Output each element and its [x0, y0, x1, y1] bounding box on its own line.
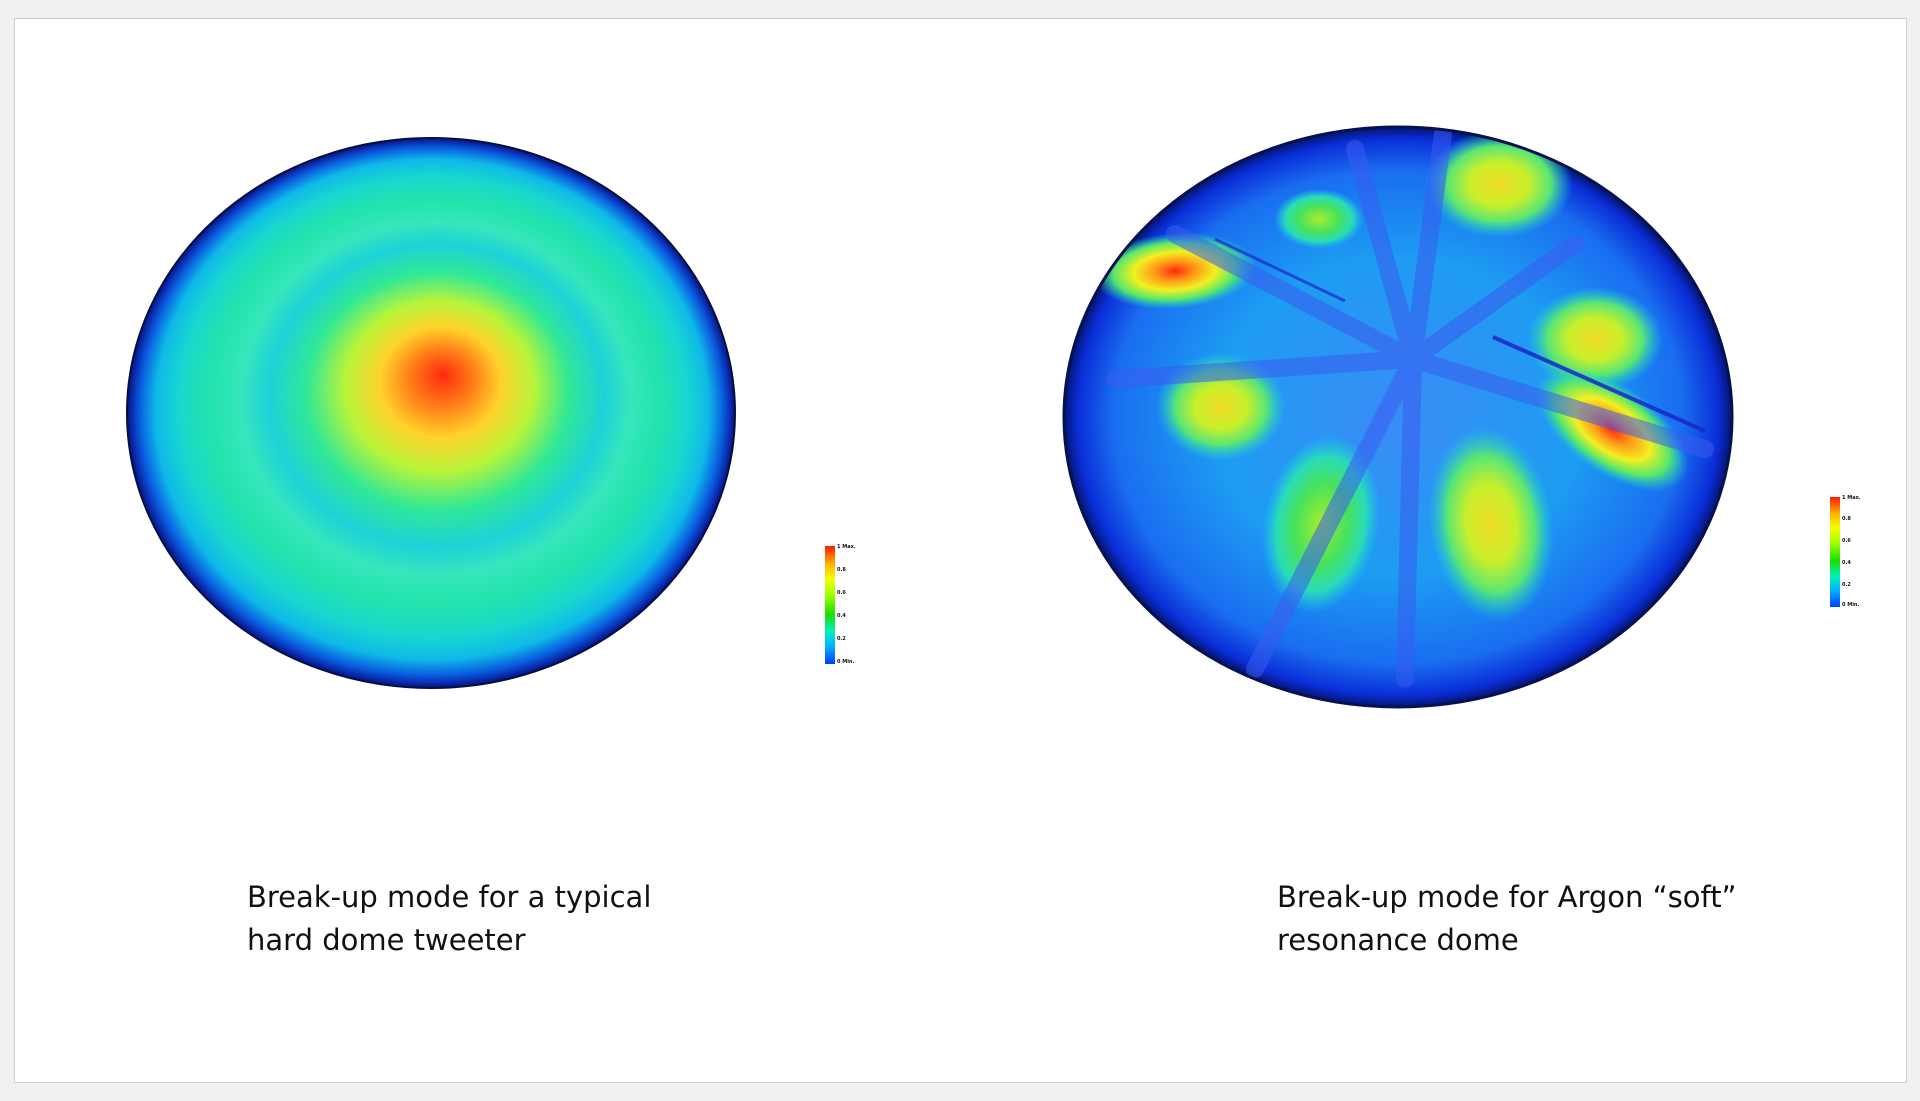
right-scale-tick: 0.6 — [1842, 538, 1851, 544]
right-scale-tick: 0.2 — [1842, 582, 1851, 588]
right-caption-line: resonance dome — [1277, 923, 1519, 957]
left-caption-line: Break-up mode for a typical — [247, 880, 652, 914]
left-scale-tick: 0 Min. — [837, 659, 855, 665]
soft-dome-rim — [1062, 125, 1734, 709]
right-scale-tick: 0.8 — [1842, 516, 1851, 522]
left-scale-bar — [825, 546, 835, 664]
right-caption-line: Break-up mode for Argon “soft” — [1277, 880, 1737, 914]
hard-dome-disc — [126, 137, 736, 689]
left-scale-tick: 0.8 — [837, 567, 846, 573]
right-scale-tick: 0.4 — [1842, 560, 1851, 566]
right-scale-tick: 1 Max. — [1842, 495, 1861, 501]
left-scale-tick: 1 Max. — [837, 544, 856, 550]
hard-dome-mode-plot — [126, 137, 736, 689]
crease-line — [1492, 335, 1706, 433]
lobe-top-right — [1425, 130, 1573, 238]
lobe-top-small — [1274, 189, 1364, 249]
left-caption-line: hard dome tweeter — [247, 923, 526, 957]
nodal-lines — [1106, 127, 1714, 688]
left-scale-tick: 0.4 — [837, 613, 846, 619]
left-caption: Break-up mode for a typical hard dome tw… — [247, 876, 651, 962]
soft-dome-mode-plot — [1062, 125, 1734, 709]
soft-dome-lobes — [1093, 127, 1714, 688]
lobe-bottom-center — [1428, 426, 1554, 622]
crease-line — [1214, 237, 1346, 303]
slide-canvas: 1 Max. 0.8 0.6 0.4 0.2 0 Min. — [14, 18, 1907, 1083]
right-caption: Break-up mode for Argon “soft” resonance… — [1277, 876, 1737, 962]
right-scale-tick: 0 Min. — [1842, 602, 1860, 608]
right-scale-bar — [1830, 497, 1840, 607]
left-scale-tick: 0.2 — [837, 636, 846, 642]
left-scale-tick: 0.6 — [837, 590, 846, 596]
